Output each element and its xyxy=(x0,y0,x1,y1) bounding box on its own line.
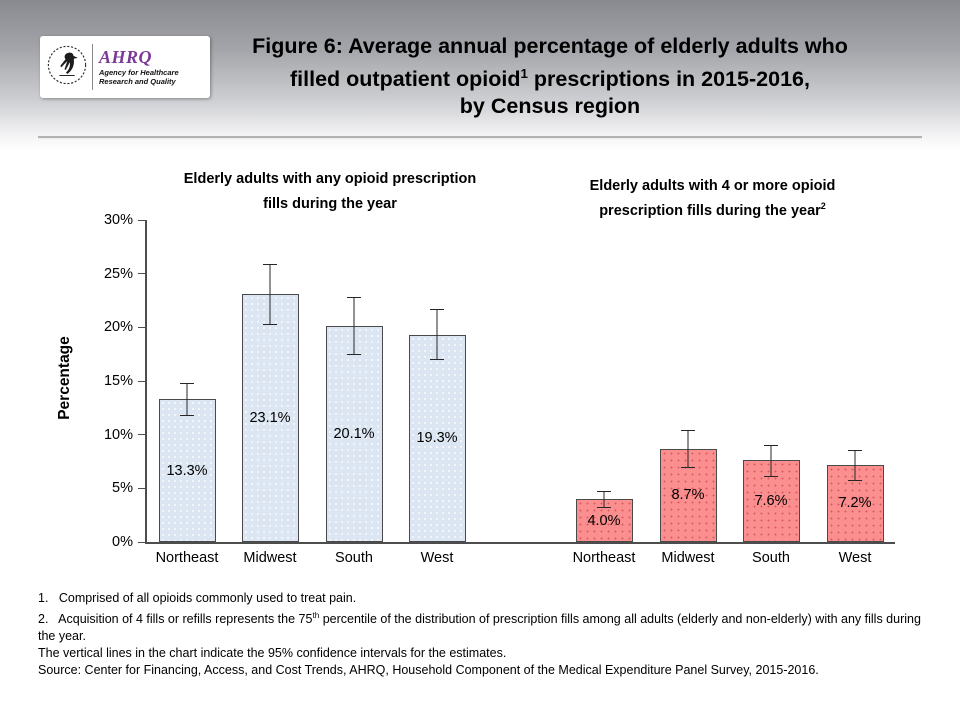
right-chart-title: Elderly adults with 4 or more opioid pre… xyxy=(589,178,836,219)
y-tick-label: 25% xyxy=(103,265,133,282)
bar-northeast-group2 xyxy=(575,499,633,542)
y-tick xyxy=(138,380,145,382)
ahrq-tagline-line2: Research and Quality xyxy=(99,77,176,86)
bar-value-label: 23.1% xyxy=(249,410,291,427)
y-axis-title: Percentage xyxy=(56,336,73,420)
bar-midwest-group1 xyxy=(241,294,299,542)
plot-area: 0% 5% 10% 15% 20% 25% 30% 13.3% Northeast 23.1% Mi… xyxy=(104,212,895,566)
error-bar xyxy=(347,297,361,356)
x-axis-label: South xyxy=(335,550,373,566)
bar-value-label: 19.3% xyxy=(416,430,458,447)
title-separator xyxy=(38,136,922,138)
x-axis-label: Northeast xyxy=(572,550,636,566)
x-axis-label: Northeast xyxy=(155,550,219,566)
y-tick xyxy=(138,487,145,489)
footnote-2: 2. Acquisition of 4 fills or refills rep… xyxy=(38,611,921,644)
error-bar xyxy=(764,445,778,477)
logo-divider xyxy=(92,44,93,90)
figure-title-line2: filled outpatient opioid1 prescriptions … xyxy=(290,66,810,92)
ahrq-tagline-line1: Agency for Healthcare xyxy=(99,68,179,77)
bar-value-label: 4.0% xyxy=(587,512,621,529)
x-axis-label: West xyxy=(838,550,872,566)
y-tick-label: 10% xyxy=(103,426,133,443)
y-tick xyxy=(138,326,145,328)
y-tick-label: 0% xyxy=(112,534,133,550)
bar-value-label: 8.7% xyxy=(671,487,705,504)
footnote-1: 1. Comprised of all opioids commonly use… xyxy=(38,591,357,605)
bar-west-group1 xyxy=(408,334,466,542)
y-tick xyxy=(138,434,145,436)
error-bar xyxy=(597,491,611,508)
ahrq-tagline: Agency for Healthcare Research and Quali… xyxy=(99,68,204,86)
error-bar xyxy=(263,263,277,326)
figure-title: Figure 6: Average annual percentage of e… xyxy=(212,33,888,120)
error-bar xyxy=(681,430,695,468)
figure-title-line3: by Census region xyxy=(459,94,641,119)
source-note: Source: Center for Financing, Access, an… xyxy=(38,663,819,678)
header-banner: AHRQ Agency for Healthcare Research and … xyxy=(0,0,960,150)
x-axis-label: West xyxy=(420,550,454,566)
bar-midwest-group2 xyxy=(659,448,717,542)
x-axis-label: South xyxy=(752,550,790,566)
bar-value-label: 7.2% xyxy=(838,495,872,512)
bar-south-group1 xyxy=(325,326,383,542)
hhs-ahrq-logo: AHRQ Agency for Healthcare Research and … xyxy=(40,36,210,98)
error-bar xyxy=(848,449,862,481)
bar-northeast-group1 xyxy=(158,399,216,542)
y-tick-label: 20% xyxy=(103,319,133,336)
y-tick-label: 5% xyxy=(112,480,133,497)
confidence-interval-note: The vertical lines in the chart indicate… xyxy=(38,646,507,661)
error-bar xyxy=(430,309,444,360)
footnote-ref-2: 2 xyxy=(820,201,826,211)
bar-value-label: 13.3% xyxy=(166,462,208,479)
y-tick xyxy=(138,273,145,275)
y-tick xyxy=(138,541,145,543)
bar-value-label: 7.6% xyxy=(754,493,788,510)
bar-value-label: 20.1% xyxy=(333,426,375,443)
y-tick-label: 15% xyxy=(103,373,133,389)
x-axis-label: Midwest xyxy=(243,550,297,566)
hhs-eagle-icon xyxy=(46,44,88,91)
x-axis-label: Midwest xyxy=(661,550,715,566)
footnotes: 1. Comprised of all opioids commonly use… xyxy=(38,590,937,679)
footnote-ref-1: 1 xyxy=(520,66,528,81)
y-tick-label: 30% xyxy=(103,212,133,228)
figure-title-line1: Figure 6: Average annual percentage of e… xyxy=(252,34,848,58)
y-tick xyxy=(138,219,145,221)
ahrq-wordmark: AHRQ xyxy=(99,47,153,67)
error-bar xyxy=(180,383,194,417)
left-chart-title: Elderly adults with any opioid prescript… xyxy=(183,171,477,212)
